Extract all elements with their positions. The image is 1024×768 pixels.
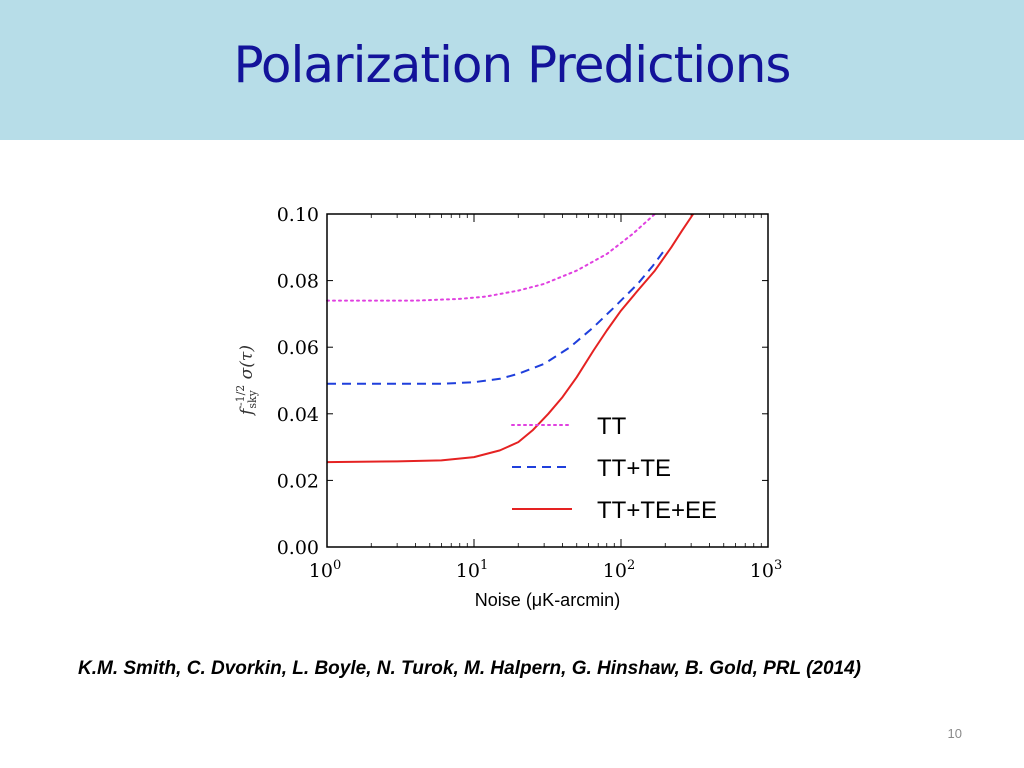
series-lines [326, 213, 695, 464]
axis-ticks: 0.00 0.02 0.04 0.06 0.08 0.10 100 101 102 103 [277, 204, 783, 582]
y-axis-label: fsky-1/2 σ(τ) [234, 345, 259, 417]
legend: TT TT+TE TT+TE+EE [511, 413, 717, 524]
y-tick-label: 0.00 [277, 537, 319, 559]
x-tick-label: 100 [309, 558, 341, 582]
y-tick-label: 0.08 [277, 271, 319, 293]
plot-frame [326, 213, 769, 548]
page-number: 10 [947, 726, 962, 741]
x-axis-label: Noise (μK-arcmin) [475, 590, 620, 610]
slide-title: Polarization Predictions [233, 36, 792, 94]
y-tick-label: 0.02 [277, 470, 319, 492]
legend-label: TT+TE+EE [597, 497, 717, 524]
y-axis-label-text: fsky-1/2 σ(τ) [234, 345, 259, 417]
title-band [0, 0, 1024, 140]
series-line-tt [326, 213, 656, 302]
y-tick-label: 0.06 [277, 337, 319, 359]
x-tick-label: 103 [750, 558, 782, 582]
series-line-tt-te-ee [326, 213, 695, 464]
series-line-tt-te [327, 248, 667, 385]
x-tick-label: 102 [603, 558, 635, 582]
legend-label: TT [597, 413, 627, 440]
y-tick-label: 0.10 [277, 204, 319, 226]
citation: K.M. Smith, C. Dvorkin, L. Boyle, N. Tur… [78, 658, 861, 679]
legend-label: TT+TE [597, 455, 671, 482]
y-tick-label: 0.04 [277, 404, 319, 426]
x-tick-label: 101 [456, 558, 488, 582]
